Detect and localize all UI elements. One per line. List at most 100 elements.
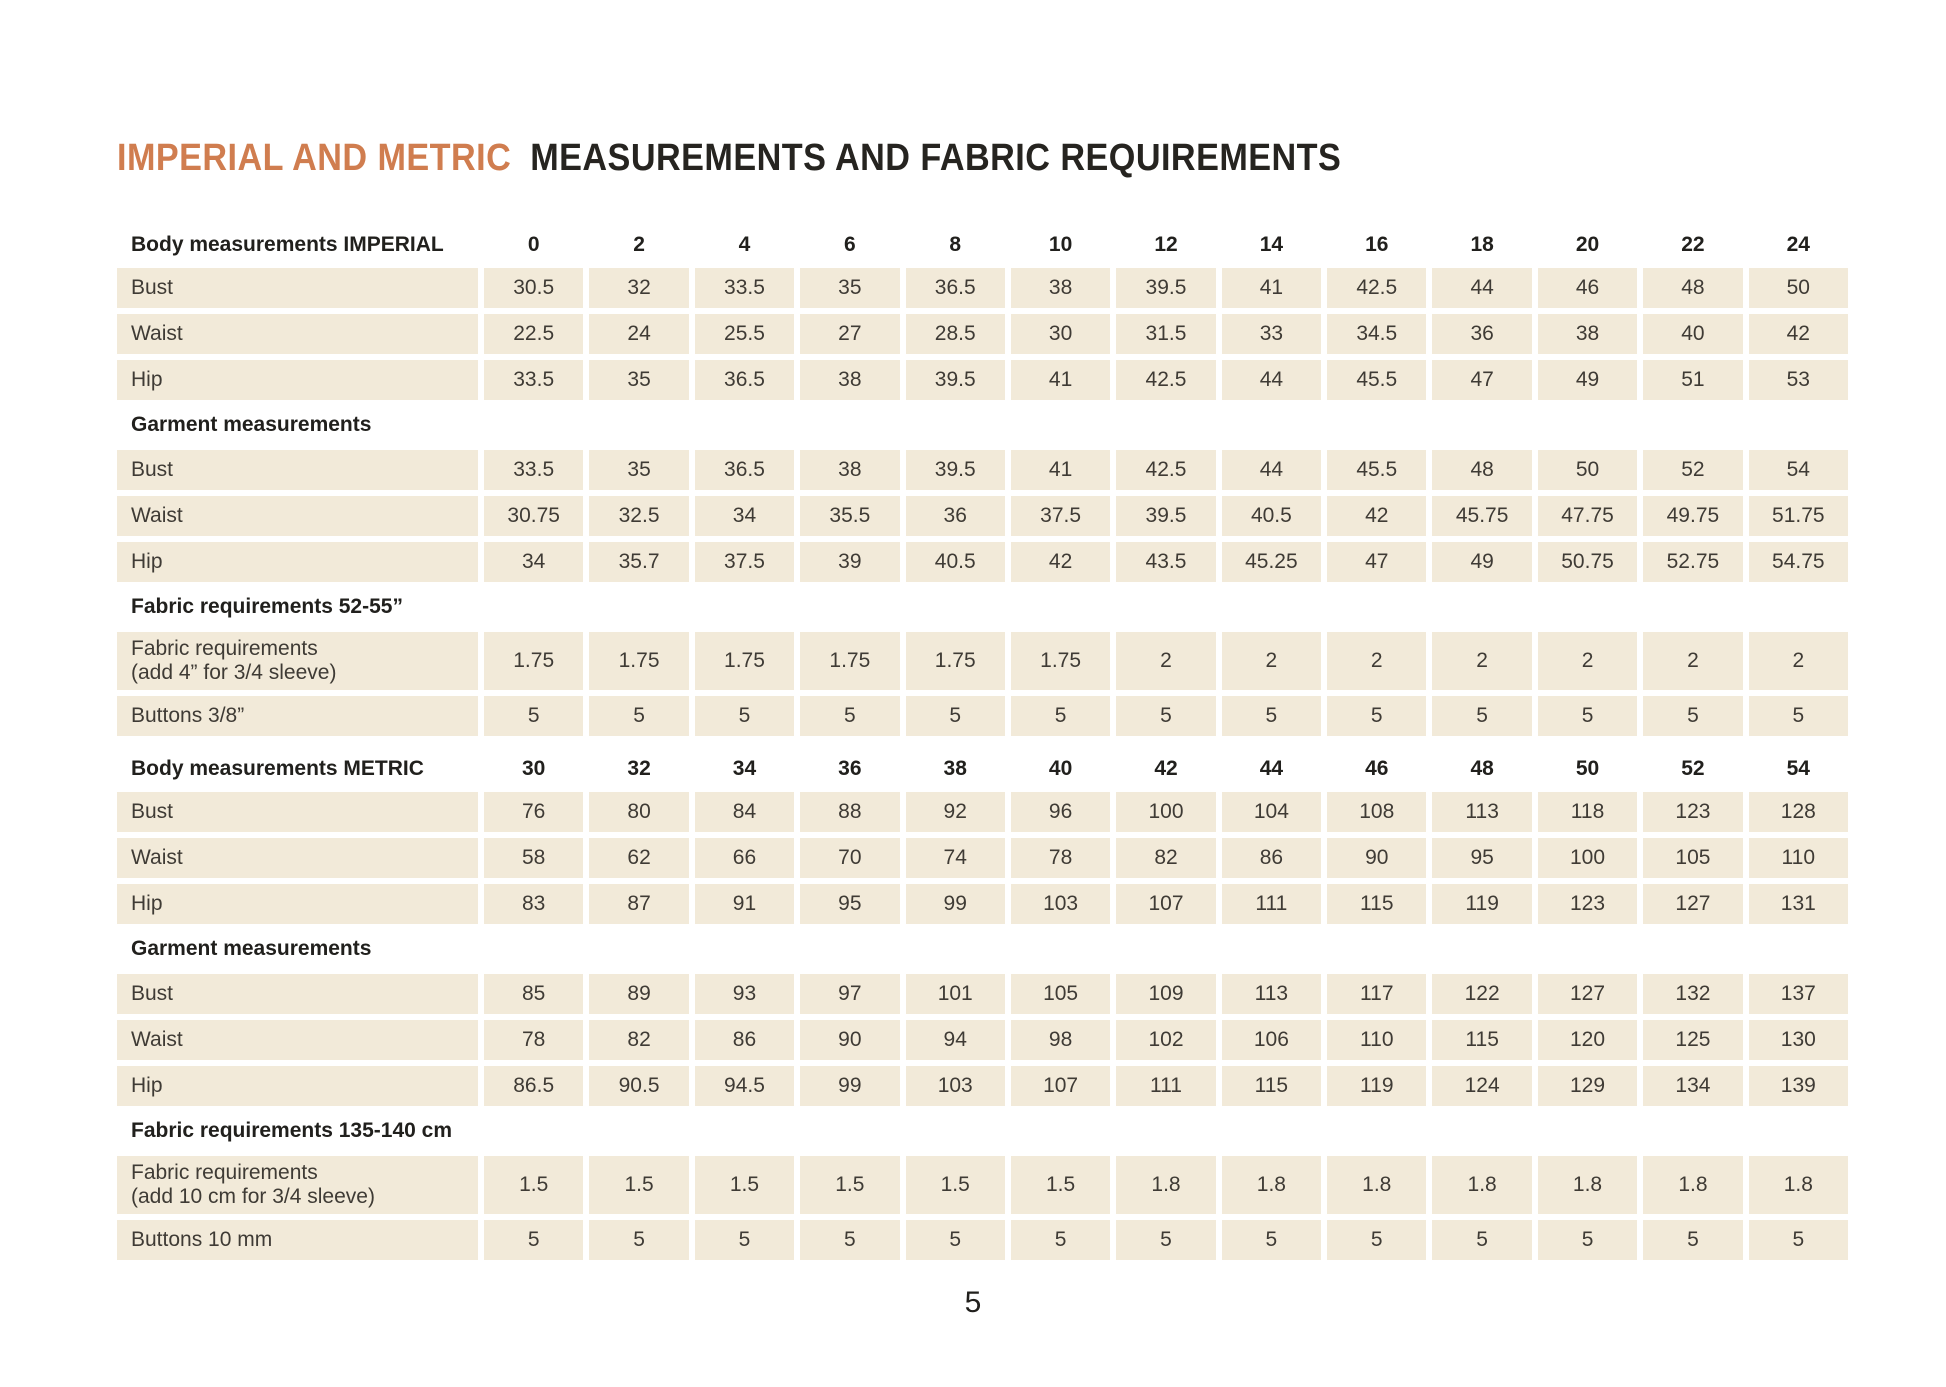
value-cell: 58 [484, 838, 584, 878]
value-cell: 2 [1116, 632, 1216, 690]
value-cell: 1.75 [1010, 632, 1111, 690]
value-cell: 53 [1748, 360, 1848, 400]
value-cell: 137 [1748, 974, 1848, 1014]
value-cell: 36 [905, 496, 1005, 536]
value-cell: 94 [905, 1020, 1005, 1060]
table-row: Hip 86.5 90.5 94.5 99 103 107 111 115 119 124 129 13… [117, 1066, 1848, 1106]
value-cell: 5 [1116, 1220, 1216, 1260]
row-label: Bust [117, 792, 478, 832]
value-cell: 50 [1537, 450, 1638, 490]
value-cell: 2 [1327, 632, 1427, 690]
value-cell: 36.5 [694, 450, 795, 490]
value-cell: 44 [1221, 360, 1322, 400]
value-cell: 33.5 [484, 450, 584, 490]
value-cell: 38 [1010, 268, 1111, 308]
value-cell: 115 [1221, 1066, 1322, 1106]
table-row: Bust 76 80 84 88 92 96 100 104 108 113 118 123 128 [117, 792, 1848, 832]
value-cell: 1.5 [800, 1156, 900, 1214]
value-cell: 5 [484, 696, 584, 736]
value-cell: 45.75 [1432, 496, 1532, 536]
value-cell: 44 [1221, 450, 1322, 490]
value-cell: 39 [800, 542, 900, 582]
row-label-line2: (add 10 cm for 3/4 sleeve) [131, 1185, 375, 1208]
value-cell: 129 [1537, 1066, 1638, 1106]
value-cell: 118 [1537, 792, 1638, 832]
value-cell: 113 [1221, 974, 1322, 1014]
row-label: Fabric requirements (add 10 cm for 3/4 sl… [117, 1156, 478, 1214]
value-cell: 90 [1327, 838, 1427, 878]
value-cell: 48 [1432, 450, 1532, 490]
size-header-cell: 4 [738, 233, 751, 256]
column-group-title: Body measurements IMPERIAL [131, 233, 444, 256]
value-cell: 104 [1221, 792, 1322, 832]
size-header-cell: 38 [943, 757, 967, 780]
value-cell: 35.5 [800, 496, 900, 536]
table-row: Waist 22.5 24 25.5 27 28.5 30 31.5 33 34.5 36 38 40 4… [117, 314, 1848, 354]
value-cell: 33.5 [694, 268, 795, 308]
value-cell: 2 [1537, 632, 1638, 690]
value-cell: 1.5 [1010, 1156, 1111, 1214]
value-cell: 42 [1748, 314, 1848, 354]
value-cell: 123 [1537, 884, 1638, 924]
row-label: Buttons 3/8” [117, 696, 478, 736]
value-cell: 52.75 [1643, 542, 1743, 582]
value-cell: 5 [694, 1220, 795, 1260]
row-label: Waist [117, 1020, 478, 1060]
value-cell: 5 [1643, 1220, 1743, 1260]
value-cell: 5 [800, 696, 900, 736]
value-cell: 47 [1327, 542, 1427, 582]
value-cell: 31.5 [1116, 314, 1216, 354]
value-cell: 46 [1537, 268, 1638, 308]
value-cell: 35 [800, 268, 900, 308]
value-cell: 92 [905, 792, 1005, 832]
table-row: Hip 34 35.7 37.5 39 40.5 42 43.5 45.25 47 49 50.75 5… [117, 542, 1848, 582]
value-cell: 108 [1327, 792, 1427, 832]
value-cell: 36.5 [905, 268, 1005, 308]
row-label: Hip [117, 884, 478, 924]
value-cell: 54.75 [1748, 542, 1848, 582]
value-cell: 85 [484, 974, 584, 1014]
value-cell: 93 [694, 974, 795, 1014]
value-cell: 30.75 [484, 496, 584, 536]
value-cell: 50.75 [1537, 542, 1638, 582]
value-cell: 39.5 [905, 360, 1005, 400]
table-row: Buttons 10 mm 5 5 5 5 5 5 5 5 5 5 5 5 5 [117, 1220, 1848, 1260]
table-row: Hip 33.5 35 36.5 38 39.5 41 42.5 44 45.5 47 49 51 53 [117, 360, 1848, 400]
page-title-rest: MEASUREMENTS AND FABRIC REQUIREMENTS [530, 137, 1342, 180]
value-cell: 1.8 [1432, 1156, 1532, 1214]
size-header-cell: 30 [522, 757, 546, 780]
page-title-accent: IMPERIAL AND METRIC [117, 137, 512, 180]
value-cell: 107 [1116, 884, 1216, 924]
value-cell: 125 [1643, 1020, 1743, 1060]
value-cell: 100 [1537, 838, 1638, 878]
value-cell: 107 [1010, 1066, 1111, 1106]
section-title: Fabric requirements 135-140 cm [131, 1119, 452, 1142]
value-cell: 5 [1643, 696, 1743, 736]
size-header-cell: 36 [838, 757, 862, 780]
section-title-row: Fabric requirements 135-140 cm [117, 1112, 1848, 1150]
value-cell: 115 [1432, 1020, 1532, 1060]
value-cell: 110 [1748, 838, 1848, 878]
value-cell: 1.8 [1643, 1156, 1743, 1214]
row-label: Waist [117, 838, 478, 878]
value-cell: 51.75 [1748, 496, 1848, 536]
value-cell: 43.5 [1116, 542, 1216, 582]
value-cell: 5 [1116, 696, 1216, 736]
size-header-cell: 24 [1786, 233, 1810, 256]
table-row: Waist 78 82 86 90 94 98 102 106 110 115 120 125 130 [117, 1020, 1848, 1060]
value-cell: 42 [1327, 496, 1427, 536]
value-cell: 35 [589, 360, 689, 400]
value-cell: 28.5 [905, 314, 1005, 354]
value-cell: 32.5 [589, 496, 689, 536]
value-cell: 5 [1748, 696, 1848, 736]
table-row: Waist 58 62 66 70 74 78 82 86 90 95 100 105 110 [117, 838, 1848, 878]
value-cell: 131 [1748, 884, 1848, 924]
value-cell: 88 [800, 792, 900, 832]
value-cell: 5 [1327, 696, 1427, 736]
section-title: Fabric requirements 52-55” [131, 595, 403, 618]
row-label-line2: (add 4” for 3/4 sleeve) [131, 661, 337, 684]
value-cell: 30.5 [484, 268, 584, 308]
value-cell: 82 [589, 1020, 689, 1060]
value-cell: 45.5 [1327, 450, 1427, 490]
value-cell: 82 [1116, 838, 1216, 878]
